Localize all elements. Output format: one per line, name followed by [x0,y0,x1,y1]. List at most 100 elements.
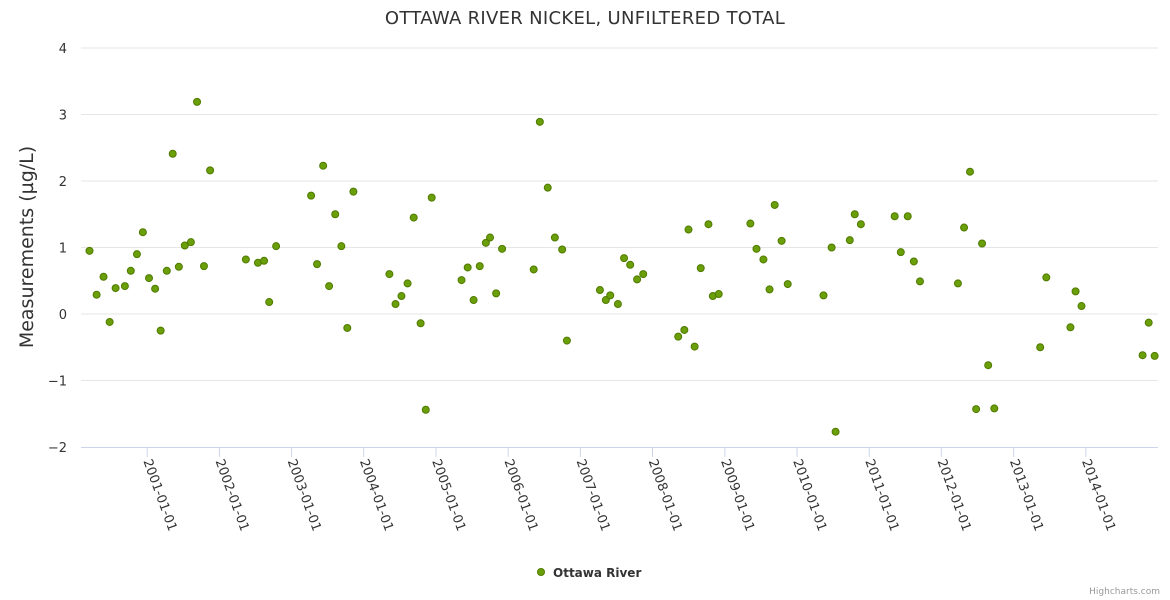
data-point[interactable] [331,210,340,219]
data-point[interactable] [132,250,141,259]
data-point[interactable] [99,272,108,281]
data-point[interactable] [984,361,993,370]
data-point[interactable] [696,264,705,273]
data-point[interactable] [558,245,567,254]
data-point[interactable] [639,270,648,279]
data-point[interactable] [1144,318,1153,327]
data-point[interactable] [343,323,352,332]
data-point[interactable] [138,228,147,237]
data-point[interactable] [307,191,316,200]
data-point[interactable] [856,220,865,229]
data-point[interactable] [156,326,165,335]
data-point[interactable] [759,255,768,264]
data-point[interactable] [206,166,215,175]
data-point[interactable] [674,332,683,341]
legend-marker[interactable] [537,568,545,576]
data-point[interactable] [850,210,859,219]
data-point[interactable] [543,183,552,192]
data-point[interactable] [397,292,406,301]
data-point[interactable] [819,291,828,300]
data-point[interactable] [606,291,615,300]
data-point[interactable] [1042,273,1051,282]
data-point[interactable] [770,200,779,209]
data-point[interactable] [168,149,177,158]
data-point[interactable] [903,212,912,221]
data-point[interactable] [909,257,918,266]
data-point[interactable] [174,262,183,271]
data-point[interactable] [550,233,559,242]
data-point[interactable] [562,336,571,345]
data-point[interactable] [765,285,774,294]
data-point[interactable] [469,296,478,305]
data-point[interactable] [463,263,472,272]
data-point[interactable] [475,262,484,271]
data-point[interactable] [105,317,114,326]
data-point[interactable] [92,290,101,299]
data-point[interactable] [752,244,761,253]
data-point[interactable] [260,256,269,265]
data-point[interactable] [965,167,974,176]
data-point[interactable] [111,284,120,293]
data-point[interactable] [498,244,507,253]
data-point[interactable] [595,286,604,295]
data-point[interactable] [337,242,346,251]
data-point[interactable] [613,300,622,309]
data-point[interactable] [529,265,538,274]
data-point[interactable] [199,262,208,271]
data-point[interactable] [690,342,699,351]
data-point[interactable] [953,279,962,288]
data-point[interactable] [120,282,129,291]
data-point[interactable] [145,274,154,283]
data-point[interactable] [481,238,490,247]
data-point[interactable] [783,280,792,289]
data-point[interactable] [272,242,281,251]
data-point[interactable] [633,275,642,284]
data-point[interactable] [162,266,171,275]
data-point[interactable] [421,405,430,414]
data-point[interactable] [1138,351,1147,360]
data-point[interactable] [777,236,786,245]
data-point[interactable] [457,276,466,285]
data-point[interactable] [265,298,274,307]
data-point[interactable] [85,246,94,255]
data-point[interactable] [960,223,969,232]
data-point[interactable] [193,97,202,106]
data-point[interactable] [349,187,358,196]
legend[interactable]: Ottawa River [537,566,642,580]
data-point[interactable] [1036,343,1045,352]
data-point[interactable] [319,161,328,170]
data-point[interactable] [827,243,836,252]
data-point[interactable] [915,277,924,286]
data-point[interactable] [492,289,501,298]
data-point[interactable] [831,427,840,436]
data-point[interactable] [1066,323,1075,332]
data-point[interactable] [896,248,905,257]
data-point[interactable] [626,260,635,269]
data-point[interactable] [325,282,334,291]
data-point[interactable] [535,117,544,126]
data-point[interactable] [845,236,854,245]
data-point[interactable] [746,219,755,228]
data-point[interactable] [241,255,250,264]
data-point[interactable] [126,266,135,275]
data-point[interactable] [409,213,418,222]
data-point[interactable] [680,325,689,334]
data-point[interactable] [978,239,987,248]
data-point[interactable] [151,284,160,293]
data-point[interactable] [403,279,412,288]
data-point[interactable] [990,404,999,413]
data-point[interactable] [186,238,195,247]
data-point[interactable] [620,254,629,263]
data-point[interactable] [391,300,400,309]
data-point[interactable] [972,405,981,414]
data-point[interactable] [714,290,723,299]
legend-item-ottawa-river[interactable]: Ottawa River [553,566,641,580]
data-point[interactable] [890,212,899,221]
credits-link[interactable]: Highcharts.com [1089,587,1160,597]
data-point[interactable] [180,241,189,250]
data-point[interactable] [427,193,436,202]
data-point[interactable] [416,319,425,328]
data-point[interactable] [704,220,713,229]
data-point[interactable] [486,233,495,242]
data-point[interactable] [1150,351,1159,360]
